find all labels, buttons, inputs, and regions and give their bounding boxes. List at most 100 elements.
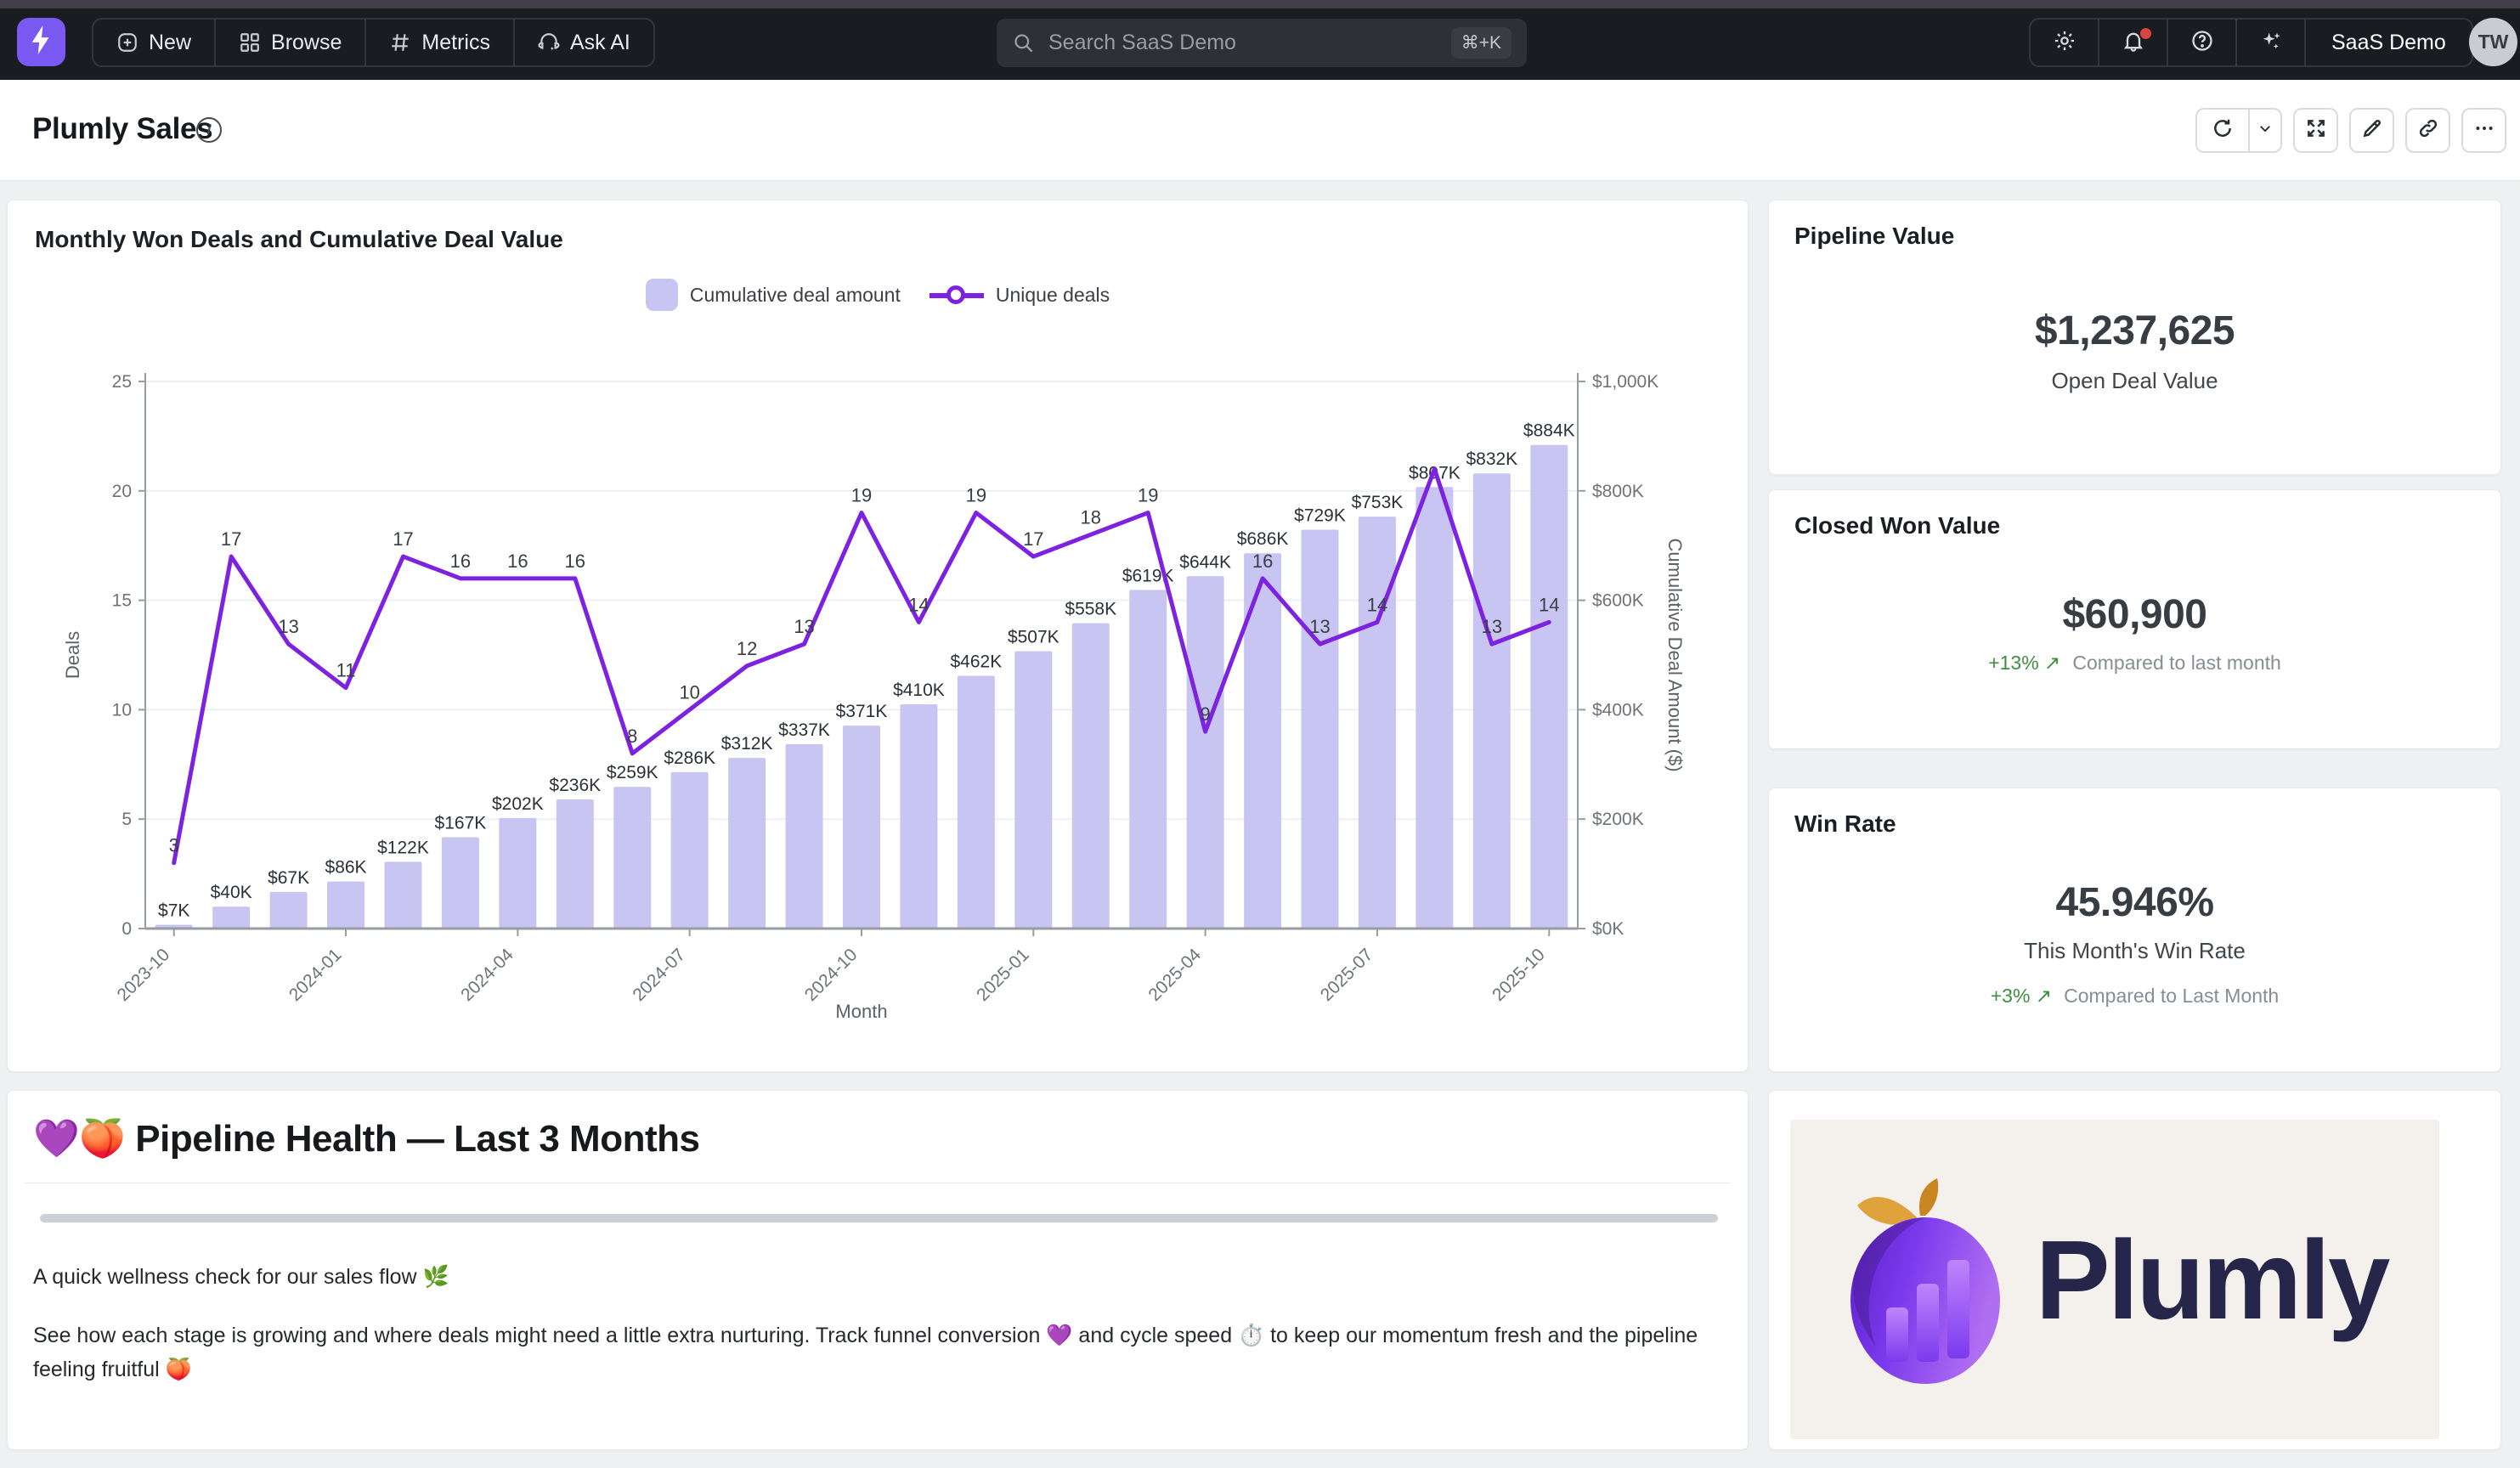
svg-text:13: 13: [278, 616, 298, 637]
workspace-switcher[interactable]: SaaS Demo: [2306, 20, 2472, 65]
metrics-button[interactable]: Metrics: [366, 20, 513, 65]
refresh-button[interactable]: [2197, 110, 2248, 151]
svg-text:20: 20: [112, 482, 132, 501]
svg-text:16: 16: [507, 550, 528, 572]
legend-cumulative-deal-amount[interactable]: Cumulative deal amount: [645, 279, 901, 311]
svg-text:2025-07: 2025-07: [1317, 945, 1377, 1005]
refresh-options-button[interactable]: [2250, 110, 2280, 151]
search-icon: [1012, 31, 1035, 54]
top-nav: New Browse Metrics Ask AI ⌘+K: [0, 8, 2520, 80]
legend-unique-deals[interactable]: Unique deals: [929, 279, 1110, 311]
svg-text:17: 17: [393, 528, 413, 550]
svg-text:19: 19: [966, 485, 986, 506]
share-link-button[interactable]: [2405, 108, 2450, 153]
svg-text:15: 15: [112, 591, 132, 611]
note-heading: 💜🍑 Pipeline Health — Last 3 Months: [33, 1118, 700, 1160]
metrics-label: Metrics: [421, 30, 490, 54]
svg-text:12: 12: [737, 638, 757, 659]
nav-separator: [2235, 20, 2237, 65]
svg-text:$86K: $86K: [325, 858, 367, 878]
kpi-win-rate: Win Rate 45.946% This Month's Win Rate +…: [1768, 788, 2501, 1072]
ai-assistant-button[interactable]: [2237, 20, 2304, 65]
new-button[interactable]: New: [93, 20, 214, 65]
brand-logo-card: Plumly: [1768, 1090, 2501, 1450]
kpi-subtitle: This Month's Win Rate: [2024, 938, 2246, 963]
svg-text:$410K: $410K: [893, 680, 945, 700]
combo-chart[interactable]: $7K $40K $67K $86K $122K $167K$202K $236K $259K…: [8, 200, 1749, 1073]
svg-text:Cumulative Deal Amount ($): Cumulative Deal Amount ($): [1664, 538, 1686, 771]
plus-square-icon: [116, 31, 138, 54]
app-logo[interactable]: [17, 18, 65, 66]
kpi-title: Pipeline Value: [1794, 223, 1955, 249]
ask-ai-label: Ask AI: [569, 30, 630, 54]
svg-text:$0K: $0K: [1592, 919, 1624, 939]
notification-badge: [2139, 26, 2153, 41]
dashboard-body: Monthly Won Deals and Cumulative Deal Va…: [0, 181, 2520, 1468]
kpi-delta: +3% ↗: [1990, 985, 2053, 1007]
browse-button[interactable]: Browse: [216, 20, 364, 65]
ellipsis-icon: [2473, 117, 2495, 144]
legend-label: Unique deals: [995, 283, 1110, 306]
svg-text:$400K: $400K: [1592, 700, 1644, 720]
svg-text:$600K: $600K: [1592, 591, 1644, 611]
lightning-bolt-icon: [29, 25, 54, 59]
header-toolbar: [2195, 108, 2506, 153]
svg-text:$337K: $337K: [778, 720, 830, 740]
ask-ai-button[interactable]: Ask AI: [515, 20, 653, 65]
kpi-delta-note: Compared to Last Month: [2064, 985, 2280, 1007]
svg-text:0: 0: [121, 919, 132, 939]
chart-card: Monthly Won Deals and Cumulative Deal Va…: [7, 200, 1749, 1072]
svg-text:$558K: $558K: [1065, 600, 1116, 619]
svg-text:8: 8: [627, 726, 637, 747]
kpi-value: 45.946%: [2055, 880, 2215, 925]
svg-text:10: 10: [112, 700, 132, 720]
refresh-split-button: [2195, 108, 2282, 153]
info-icon[interactable]: i: [196, 117, 222, 143]
line-series-marker: [929, 279, 984, 311]
hash-icon: [389, 31, 411, 54]
svg-text:$644K: $644K: [1179, 552, 1231, 572]
thick-divider-bar: [40, 1214, 1718, 1222]
legend-label: Cumulative deal amount: [689, 283, 901, 306]
headset-sparkle-icon: [538, 31, 560, 54]
settings-button[interactable]: [2031, 20, 2098, 65]
svg-text:19: 19: [851, 485, 872, 506]
user-avatar[interactable]: TW: [2469, 18, 2517, 66]
global-search[interactable]: ⌘+K: [997, 19, 1527, 67]
nav-separator: [2304, 20, 2306, 65]
kpi-title: Win Rate: [1794, 810, 1896, 837]
help-button[interactable]: [2168, 20, 2235, 65]
svg-text:13: 13: [794, 616, 814, 637]
svg-text:$686K: $686K: [1237, 529, 1289, 549]
notifications-button[interactable]: [2099, 20, 2167, 65]
svg-text:17: 17: [221, 528, 241, 550]
more-options-button[interactable]: [2461, 108, 2506, 153]
svg-text:18: 18: [1081, 506, 1101, 528]
svg-text:$1,000K: $1,000K: [1592, 372, 1658, 392]
nav-right-group: SaaS Demo: [2029, 18, 2473, 67]
search-input[interactable]: [1048, 31, 1451, 55]
svg-text:$832K: $832K: [1466, 449, 1517, 469]
window-top-strip: [0, 0, 2520, 8]
nav-separator: [214, 20, 217, 65]
svg-text:13: 13: [1309, 616, 1330, 637]
gear-icon: [2053, 29, 2076, 57]
svg-text:25: 25: [112, 372, 132, 392]
browse-label: Browse: [271, 30, 342, 54]
grid-icon: [239, 31, 261, 54]
svg-text:Deals: Deals: [62, 631, 83, 679]
edit-button[interactable]: [2349, 108, 2394, 153]
svg-text:$7K: $7K: [158, 901, 189, 920]
svg-text:11: 11: [336, 660, 356, 681]
svg-text:2023-10: 2023-10: [113, 945, 173, 1005]
kpi-delta: +13% ↗: [1988, 652, 2061, 674]
svg-text:$286K: $286K: [664, 748, 715, 768]
svg-text:$619K: $619K: [1122, 566, 1174, 585]
note-paragraph: See how each stage is growing and where …: [33, 1323, 1698, 1382]
search-shortcut-badge: ⌘+K: [1450, 27, 1511, 59]
svg-text:14: 14: [908, 594, 929, 615]
fullscreen-button[interactable]: [2293, 108, 2338, 153]
nav-button-group: New Browse Metrics Ask AI: [92, 18, 655, 67]
svg-text:10: 10: [679, 681, 699, 703]
svg-text:2024-07: 2024-07: [629, 945, 689, 1005]
